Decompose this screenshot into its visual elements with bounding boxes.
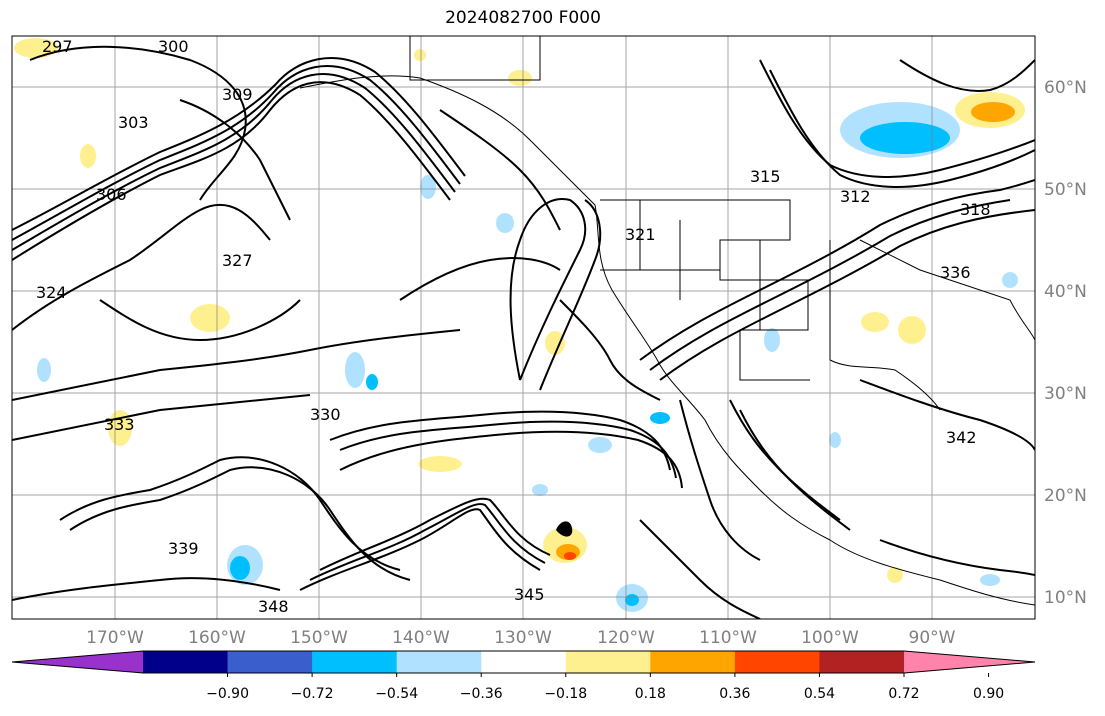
shade-patch (545, 331, 565, 355)
shade-patch (829, 432, 841, 448)
shade-patch (860, 122, 950, 154)
lat-label: 20°N (1044, 486, 1087, 506)
contour-label: 312 (840, 187, 871, 206)
shade-patch (532, 484, 548, 496)
colorbar-tick-label: −0.90 (206, 686, 249, 702)
lat-label: 40°N (1044, 282, 1087, 302)
shading-layer (14, 38, 1025, 612)
shade-patch (190, 304, 230, 332)
shade-patch (1002, 272, 1018, 288)
shade-patch (887, 567, 903, 583)
lon-label: 90°W (909, 628, 956, 648)
contour-label: 309 (222, 85, 253, 104)
shade-patch (971, 102, 1015, 122)
colorbar-tick-label: 0.90 (973, 686, 1004, 702)
lat-label: 50°N (1044, 180, 1087, 200)
colorbar-bin (312, 651, 398, 673)
longitude-labels: 170°W 160°W 150°W 140°W 130°W 120°W 110°… (86, 628, 956, 648)
colorbar-bin (143, 651, 229, 673)
contour-label: 333 (104, 415, 135, 434)
graticule (12, 36, 1035, 619)
map-frame (11, 35, 1036, 620)
shade-patch (420, 175, 436, 199)
lon-label: 150°W (290, 628, 348, 648)
contour-label: 315 (750, 167, 781, 186)
contour-label: 318 (960, 200, 991, 219)
lon-label: 170°W (86, 628, 144, 648)
lat-label: 60°N (1044, 78, 1087, 98)
shade-patch (980, 574, 1000, 586)
shade-patch (80, 144, 96, 168)
colorbar-extend-low (12, 651, 143, 673)
contour-label: 327 (222, 251, 253, 270)
contour-lines (12, 45, 1035, 619)
contour-closed (556, 521, 573, 537)
colorbar-tick-label: −0.54 (375, 686, 418, 702)
shade-patch (37, 358, 51, 382)
colorbar-bin (734, 651, 820, 673)
shade-patch (564, 552, 576, 560)
contour-label: 330 (310, 405, 341, 424)
colorbar-tick-label: 0.36 (719, 686, 750, 702)
shade-patch (418, 456, 462, 472)
shade-patch (650, 412, 670, 424)
shade-patch (230, 556, 250, 580)
coastlines (299, 36, 1035, 606)
colorbar-bin (227, 651, 313, 673)
shade-patch (345, 352, 365, 388)
shade-patch (898, 316, 926, 344)
contour-label: 345 (514, 585, 545, 604)
colorbar-bin (819, 651, 905, 673)
colorbar-tick-label: −0.72 (291, 686, 334, 702)
contour-labels: 297 300 303 306 309 312 315 318 321 324 … (36, 37, 991, 616)
contour-label: 339 (168, 539, 199, 558)
colorbar-bin (650, 651, 736, 673)
lon-label: 160°W (188, 628, 246, 648)
colorbar-bin (481, 651, 567, 673)
lon-label: 100°W (801, 628, 859, 648)
shade-patch (414, 49, 426, 61)
shade-patch (14, 38, 58, 58)
contour-label: 324 (36, 283, 67, 302)
latitude-labels: 60°N 50°N 40°N 30°N 20°N 10°N (1044, 78, 1087, 608)
colorbar-tick-label: 0.18 (635, 686, 666, 702)
shade-patch (861, 312, 889, 332)
colorbar-tick-label: 0.54 (804, 686, 835, 702)
shade-patch (366, 374, 378, 390)
shade-patch (496, 213, 514, 233)
colorbar-tick-label: −0.36 (460, 686, 503, 702)
lat-label: 10°N (1044, 588, 1087, 608)
lon-label: 140°W (392, 628, 450, 648)
contour-label: 306 (96, 185, 127, 204)
shade-patch (625, 594, 639, 606)
contour-label: 336 (940, 263, 971, 282)
contour-label: 342 (946, 428, 977, 447)
colorbar-bin (565, 651, 651, 673)
lon-label: 110°W (699, 628, 757, 648)
contour-label: 297 (42, 37, 73, 56)
colorbar-outline (11, 650, 1036, 674)
lon-label: 120°W (597, 628, 655, 648)
shade-patch (588, 437, 612, 453)
colorbar-tick-label: 0.72 (888, 686, 919, 702)
colorbar-tick-label: −0.18 (544, 686, 587, 702)
colorbar-bin (396, 651, 482, 673)
contour-label: 348 (258, 597, 289, 616)
contour-label: 300 (158, 37, 189, 56)
map-title: 2024082700 F000 (445, 8, 601, 28)
shade-patch (508, 70, 532, 86)
colorbar-extend-high (904, 651, 1035, 673)
shade-patch (764, 328, 780, 352)
colorbar: −0.90 −0.72 −0.54 −0.36 −0.18 0.18 0.36 0.54 0.7… (11, 650, 1036, 702)
contour-label: 303 (118, 113, 149, 132)
lat-label: 30°N (1044, 384, 1087, 404)
contour-label: 321 (625, 225, 656, 244)
lon-label: 130°W (494, 628, 552, 648)
